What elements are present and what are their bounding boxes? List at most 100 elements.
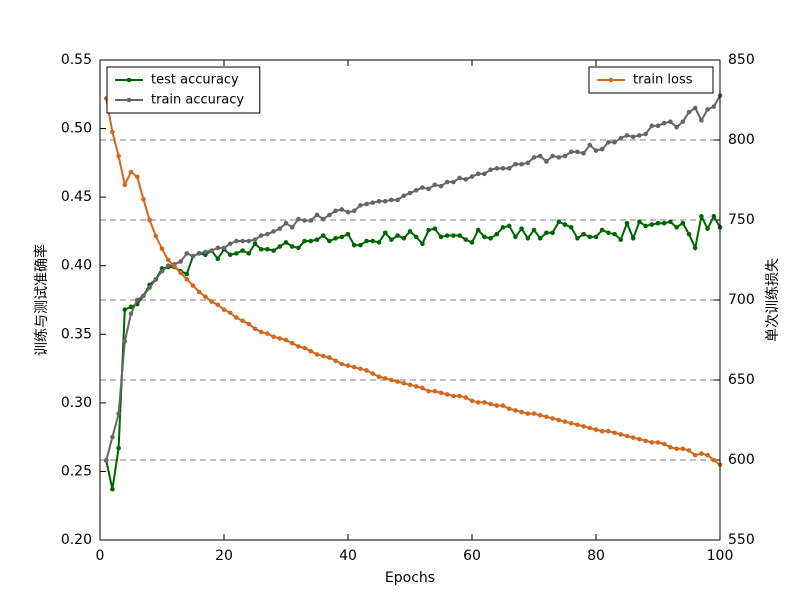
point (227, 252, 233, 258)
legend: train loss (588, 66, 714, 94)
y2-axis-label: 单次训练损失 (765, 258, 781, 342)
point (320, 216, 326, 222)
point (649, 440, 655, 445)
point (692, 452, 698, 458)
point (265, 246, 270, 252)
point (351, 364, 357, 370)
point (246, 251, 252, 256)
point (271, 248, 276, 253)
point (215, 245, 221, 251)
point (333, 208, 338, 214)
point (655, 440, 661, 445)
point (711, 104, 717, 109)
point (531, 227, 537, 233)
point (537, 412, 543, 418)
point (680, 220, 686, 226)
point (339, 207, 345, 212)
y2-tick-label: 750 (728, 212, 755, 228)
point (544, 414, 549, 420)
point (190, 283, 196, 288)
point (358, 242, 363, 248)
point (519, 161, 524, 167)
point (649, 222, 655, 227)
point (606, 428, 611, 434)
point (593, 234, 599, 240)
point (240, 248, 245, 253)
point (283, 240, 289, 245)
point (686, 109, 692, 115)
point (630, 134, 636, 140)
point (165, 263, 171, 269)
point (296, 245, 301, 251)
point (494, 231, 500, 237)
point (141, 196, 146, 202)
point (320, 353, 326, 359)
point (618, 135, 624, 141)
point (358, 366, 363, 372)
y-axis-label: 训练与测试准确率 (33, 244, 50, 356)
point (308, 218, 314, 223)
point (401, 193, 407, 199)
point (339, 234, 345, 240)
y-tick-label: 0.25 (61, 463, 92, 479)
point (587, 425, 593, 431)
x-tick-label: 100 (707, 548, 734, 564)
point (116, 153, 121, 159)
point (519, 226, 524, 231)
point (612, 139, 617, 145)
point (141, 293, 146, 299)
point (606, 230, 611, 236)
point (240, 238, 245, 244)
point (668, 119, 673, 125)
point (277, 336, 283, 341)
point (500, 403, 506, 408)
x-axis-label: Epochs (385, 570, 435, 586)
point (674, 124, 679, 130)
point (420, 241, 425, 247)
point (550, 230, 555, 236)
point (482, 400, 487, 405)
point (587, 234, 593, 240)
point (432, 226, 438, 231)
point (389, 237, 394, 242)
point (556, 417, 562, 423)
series-line (105, 213, 721, 490)
point (196, 289, 202, 295)
point (227, 241, 233, 247)
point (364, 238, 369, 244)
point (438, 183, 444, 189)
point (122, 338, 128, 344)
point (277, 226, 283, 231)
point (203, 294, 208, 300)
point (153, 233, 159, 239)
point (612, 231, 617, 237)
point (345, 363, 351, 368)
point (413, 187, 419, 193)
point (562, 153, 568, 159)
point (550, 153, 555, 159)
series-line (105, 98, 721, 466)
point (252, 326, 258, 332)
point (116, 445, 121, 451)
y-tick-label: 0.30 (61, 395, 92, 411)
point (630, 435, 636, 440)
point (122, 307, 128, 312)
point (289, 225, 295, 230)
point (215, 256, 221, 262)
point (581, 150, 586, 156)
point (556, 155, 562, 160)
point (674, 446, 679, 452)
point (178, 259, 183, 264)
point (630, 235, 636, 241)
point (420, 185, 425, 190)
point (457, 233, 462, 238)
y2-tick-label: 600 (728, 452, 755, 468)
point (296, 344, 301, 349)
y2-tick-label: 550 (728, 532, 755, 548)
plot-frame (99, 59, 721, 541)
point (302, 218, 307, 223)
point (382, 230, 388, 236)
point (463, 395, 469, 400)
point (444, 392, 450, 397)
point (252, 237, 258, 242)
